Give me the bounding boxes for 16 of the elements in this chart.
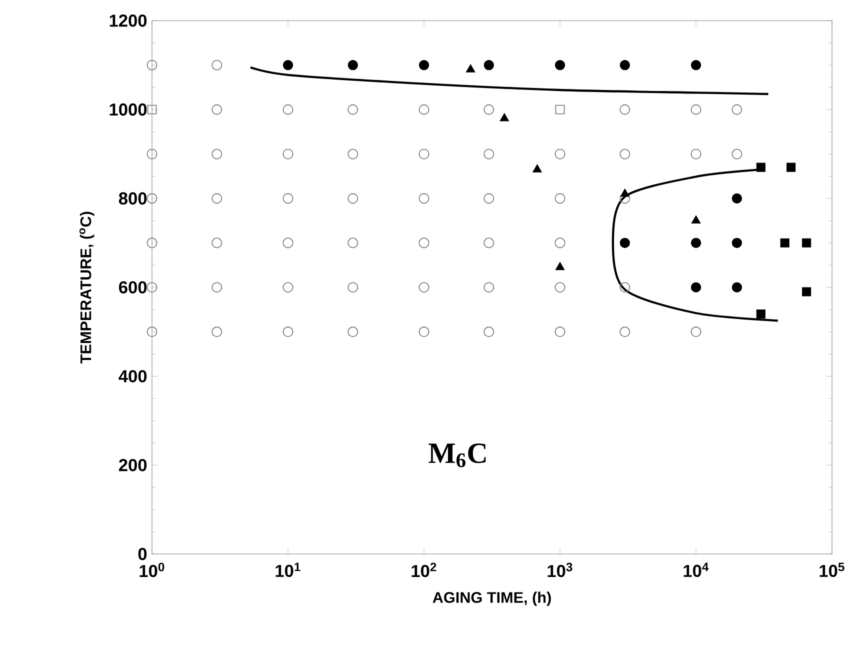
y-tick-label: 1000 [110,103,147,116]
y-tick-label: 0 [138,548,147,560]
y-tick-label: 1200 [110,14,147,27]
x-tick-label: 10$^{3}$ [548,562,572,578]
x-tick-label: 10$^{0}$ [140,562,164,578]
x-tick-label: 10$^{4}$ [684,562,709,578]
x-tick-label: 10$^{5}$ [820,562,844,578]
x-tick-label: 10$^{1}$ [276,562,300,578]
annotation: M$_{6}$C [428,443,486,468]
y-tick-label: 600 [119,281,147,294]
y-axis-title: TEMPERATURE, ($^{o}$C) [79,212,94,364]
y-tick-label: 200 [118,458,147,472]
y-tick-label: 400 [118,370,147,382]
x-tick-label: 10$^{2}$ [412,562,436,578]
y-tick-label: 800 [118,192,147,205]
x-axis-title: AGING TIME, (h) [432,592,551,606]
